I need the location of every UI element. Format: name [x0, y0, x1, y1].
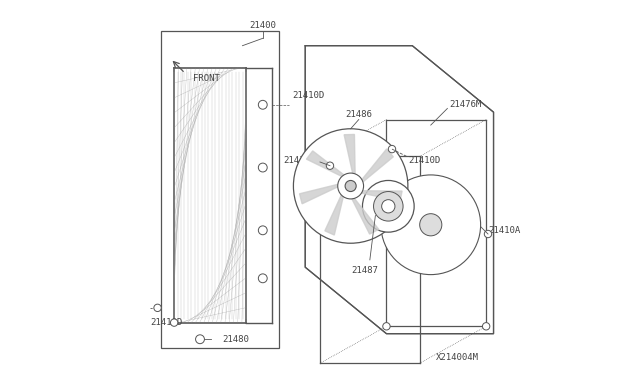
Polygon shape: [305, 46, 493, 334]
Circle shape: [420, 214, 442, 236]
Polygon shape: [358, 149, 394, 186]
Text: 21410A: 21410A: [488, 226, 520, 235]
Circle shape: [345, 180, 356, 192]
Circle shape: [374, 192, 403, 221]
Circle shape: [381, 200, 395, 213]
Bar: [161, 31, 280, 349]
Text: 21410D: 21410D: [292, 91, 324, 100]
Circle shape: [259, 163, 268, 172]
Text: X214004M: X214004M: [436, 353, 479, 362]
Circle shape: [388, 145, 396, 153]
Circle shape: [326, 162, 333, 169]
Polygon shape: [344, 134, 355, 180]
Polygon shape: [300, 183, 344, 204]
Text: 21486: 21486: [346, 109, 372, 119]
Circle shape: [293, 129, 408, 243]
Circle shape: [259, 274, 268, 283]
Circle shape: [259, 226, 268, 235]
Polygon shape: [355, 191, 402, 201]
Text: 21400: 21400: [250, 21, 276, 30]
Circle shape: [381, 175, 481, 275]
Text: 21410B: 21410B: [284, 155, 316, 165]
Text: 21410D: 21410D: [150, 318, 182, 327]
Text: 21476M: 21476M: [449, 100, 481, 109]
Polygon shape: [307, 151, 349, 179]
Text: 21487: 21487: [351, 266, 378, 275]
Text: 21480: 21480: [222, 335, 249, 344]
Circle shape: [383, 323, 390, 330]
Circle shape: [259, 100, 268, 109]
Circle shape: [196, 335, 204, 344]
Circle shape: [362, 180, 414, 232]
Text: 21410D: 21410D: [408, 155, 441, 165]
Circle shape: [170, 319, 178, 326]
Circle shape: [484, 230, 492, 238]
Polygon shape: [349, 193, 379, 234]
Circle shape: [338, 173, 364, 199]
Polygon shape: [325, 189, 345, 235]
Text: FRONT: FRONT: [193, 74, 220, 83]
Circle shape: [154, 304, 161, 311]
Circle shape: [483, 323, 490, 330]
